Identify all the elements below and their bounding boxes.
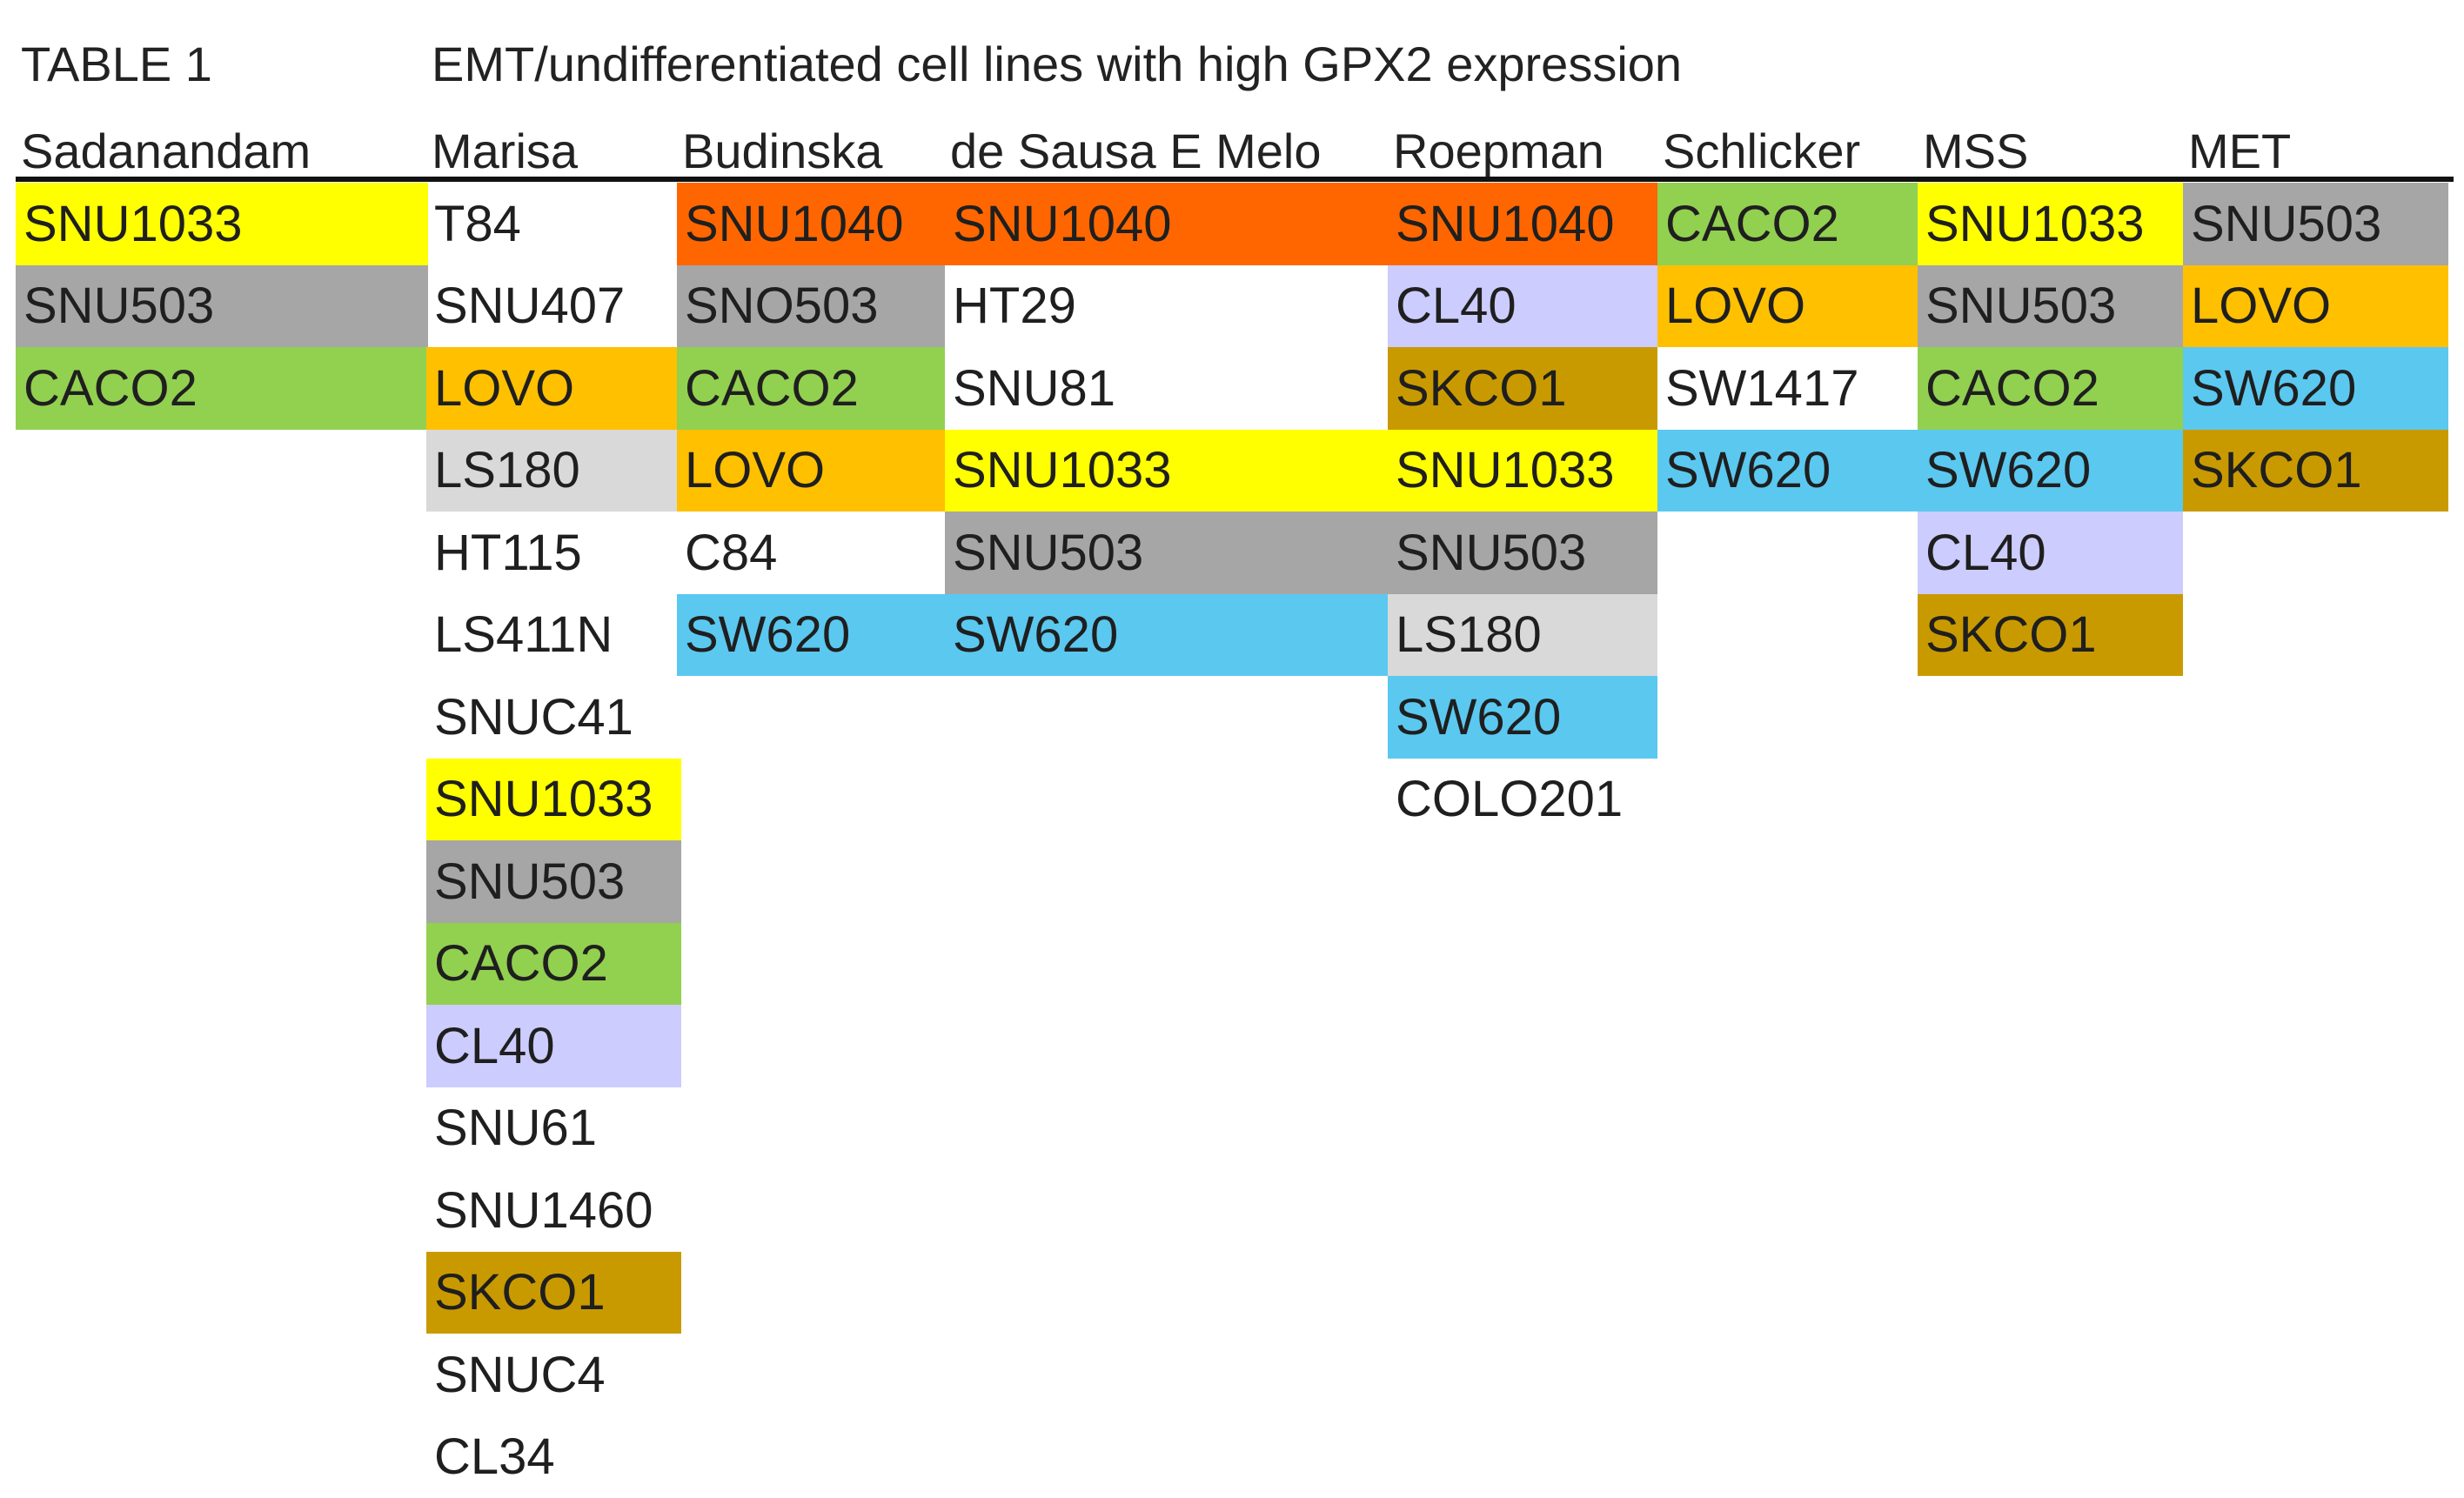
column-header-sadanandam: Sadanandam	[21, 127, 311, 176]
cell-line-snuc4: SNUC4	[426, 1334, 681, 1416]
table-caption: EMT/undifferentiated cell lines with hig…	[432, 40, 1682, 89]
cell-line-snu1040: SNU1040	[1388, 183, 1657, 265]
cell-line-snu1460: SNU1460	[426, 1169, 681, 1252]
cell-line-sw620: SW620	[1918, 430, 2183, 512]
header-rule	[16, 177, 2454, 182]
cell-line-sw1417: SW1417	[1657, 347, 1918, 430]
cell-line-c84: C84	[677, 512, 945, 594]
column-header-met: MET	[2188, 127, 2291, 176]
cell-line-ht29: HT29	[945, 265, 1388, 348]
cell-line-skco1: SKCO1	[426, 1252, 681, 1334]
cell-line-sw620: SW620	[2183, 347, 2448, 430]
cell-line-cl40: CL40	[426, 1005, 681, 1087]
cell-line-cl40: CL40	[1918, 512, 2183, 594]
cell-line-sw620: SW620	[1388, 676, 1657, 759]
cell-line-snu407: SNU407	[426, 265, 681, 348]
cell-line-caco2: CACO2	[677, 347, 945, 430]
cell-line-ls180: LS180	[1388, 594, 1657, 677]
cell-line-snu61: SNU61	[426, 1087, 681, 1170]
cell-line-snu1033: SNU1033	[945, 430, 1388, 512]
cell-line-cl40: CL40	[1388, 265, 1657, 348]
cell-line-lovo: LOVO	[2183, 265, 2448, 348]
cell-line-sno503: SNO503	[677, 265, 945, 348]
cell-line-ls411n: LS411N	[426, 594, 681, 677]
cell-line-snu503: SNU503	[426, 840, 681, 923]
cell-line-ls180: LS180	[426, 430, 681, 512]
cell-line-skco1: SKCO1	[1388, 347, 1657, 430]
cell-line-sw620: SW620	[1657, 430, 1918, 512]
cell-line-snu1033: SNU1033	[1388, 430, 1657, 512]
column-header-budinska: Budinska	[682, 127, 882, 176]
cell-line-sw620: SW620	[945, 594, 1388, 677]
cell-line-snu503: SNU503	[1388, 512, 1657, 594]
cell-line-caco2: CACO2	[426, 923, 681, 1006]
cell-line-caco2: CACO2	[1918, 347, 2183, 430]
cell-line-cl34: CL34	[426, 1416, 681, 1498]
column-header-schlicker: Schlicker	[1663, 127, 1860, 176]
cell-line-caco2: CACO2	[16, 347, 428, 430]
cell-line-snu503: SNU503	[1918, 265, 2183, 348]
cell-line-lovo: LOVO	[426, 347, 681, 430]
cell-line-snu1033: SNU1033	[426, 759, 681, 841]
cell-line-snu503: SNU503	[945, 512, 1388, 594]
cell-line-sw620: SW620	[677, 594, 945, 677]
column-header-de-sausa-e-melo: de Sausa E Melo	[950, 127, 1321, 176]
cell-line-caco2: CACO2	[1657, 183, 1918, 265]
cell-line-colo201: COLO201	[1388, 759, 1657, 841]
cell-line-lovo: LOVO	[1657, 265, 1918, 348]
table-label: TABLE 1	[21, 40, 212, 89]
cell-line-snu1033: SNU1033	[1918, 183, 2183, 265]
cell-line-t84: T84	[426, 183, 681, 265]
column-header-mss: MSS	[1923, 127, 2028, 176]
cell-line-snu503: SNU503	[2183, 183, 2448, 265]
cell-line-skco1: SKCO1	[1918, 594, 2183, 677]
cell-line-lovo: LOVO	[677, 430, 945, 512]
cell-line-skco1: SKCO1	[2183, 430, 2448, 512]
cell-line-snu1040: SNU1040	[945, 183, 1388, 265]
cell-line-ht115: HT115	[426, 512, 681, 594]
cell-line-snu1033: SNU1033	[16, 183, 428, 265]
cell-line-snu503: SNU503	[16, 265, 428, 348]
column-header-marisa: Marisa	[432, 127, 578, 176]
cell-line-snu81: SNU81	[945, 347, 1388, 430]
cell-line-snu1040: SNU1040	[677, 183, 945, 265]
column-header-roepman: Roepman	[1393, 127, 1604, 176]
cell-line-snuc41: SNUC41	[426, 676, 681, 759]
